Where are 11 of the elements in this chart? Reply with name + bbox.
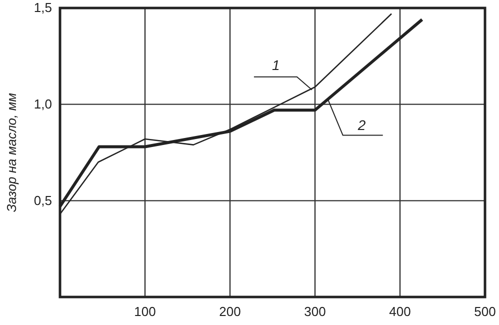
text: 1 <box>272 56 280 73</box>
text: 2 <box>356 117 366 134</box>
y-tick-label: 0,5 <box>34 192 52 208</box>
y-axis-title: Зазор на масло, мм <box>4 92 19 212</box>
y-tick-label: 1,5 <box>34 0 52 16</box>
y-tick-label: 1,0 <box>34 96 52 112</box>
x-tick-label: 500 <box>474 304 496 320</box>
x-tick-label: 100 <box>134 304 156 320</box>
x-tick-label: 400 <box>389 304 411 320</box>
x-tick-label: 300 <box>304 304 326 320</box>
x-tick-label: 200 <box>219 304 241 320</box>
